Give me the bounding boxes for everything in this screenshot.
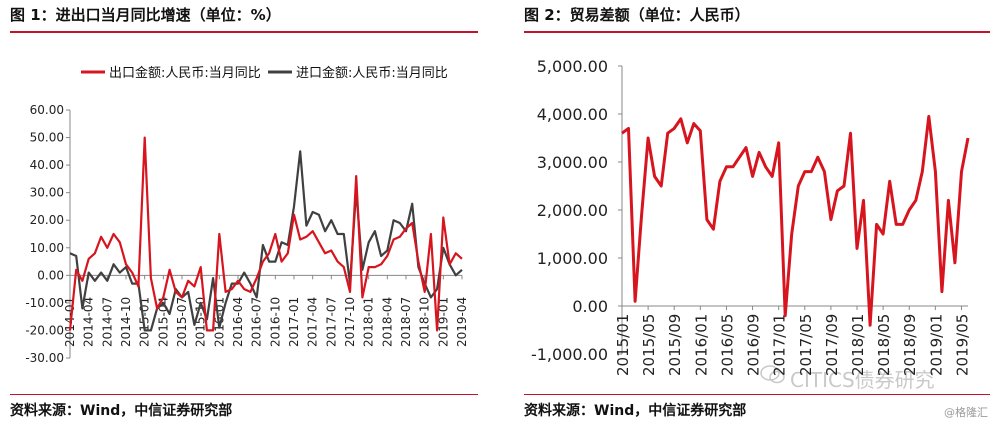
left-x-tick-label: 2017-01 [287, 297, 301, 347]
right-source-rule [524, 394, 990, 395]
right-y-tick-label: 2,000.00 [537, 201, 608, 220]
left-x-tick-label: 2016-04 [231, 297, 245, 347]
wechat-icon [760, 364, 786, 386]
left-x-tick-label: 2014-07 [100, 297, 114, 347]
left-legend-label: 出口金额:人民币:当月同比 [109, 65, 261, 81]
right-x-tick-label: 2015/01 [614, 314, 632, 376]
left-y-tick-label: 60.00 [30, 103, 64, 117]
left-x-tick-label: 2016-07 [250, 297, 264, 347]
left-y-tick-label: 50.00 [30, 131, 64, 145]
left-x-tick-label: 2014-10 [119, 297, 133, 347]
left-x-tick-label: 2018-10 [418, 297, 432, 347]
right-y-tick-label: 5,000.00 [537, 57, 608, 76]
right-chart-title: 图 2：贸易差额（单位：人民币） [524, 6, 750, 24]
right-x-tick-label: 2016/05 [718, 314, 736, 376]
right-x-tick-label: 2018/05 [875, 314, 893, 376]
right-x-tick-label: 2016/01 [692, 314, 710, 376]
right-y-tick-label: 1,000.00 [537, 249, 608, 268]
watermark-text: CITICS债券研究 [790, 368, 935, 392]
right-x-tick-label: 2019/05 [953, 314, 971, 376]
left-chart-title: 图 1：进出口当月同比增速（单位：%） [10, 6, 281, 24]
right-x-tick-label: 2016/09 [745, 314, 763, 376]
right-x-tick-label: 2015/05 [640, 314, 658, 376]
watermark-small: @格隆汇 [944, 406, 988, 419]
right-y-tick-label: 3,000.00 [537, 153, 608, 172]
left-x-tick-label: 2017-10 [343, 297, 357, 347]
left-y-tick-label: 40.00 [30, 158, 64, 172]
left-y-tick-label: -20.00 [25, 323, 64, 337]
right-x-tick-label: 2017/05 [797, 314, 815, 376]
right-x-tick-label: 2017/09 [823, 314, 841, 376]
right-x-tick-label: 2017/01 [771, 314, 789, 376]
left-x-tick-label: 2019-01 [436, 297, 450, 347]
left-y-tick-label: -10.00 [25, 296, 64, 310]
right-x-tick-label: 2018/01 [849, 314, 867, 376]
right-x-tick-label: 2015/09 [666, 314, 684, 376]
right-y-tick-label: 4,000.00 [537, 105, 608, 124]
left-x-tick-label: 2018-04 [380, 297, 394, 347]
right-y-tick-label: -1,000.00 [531, 345, 608, 364]
left-x-tick-label: 2014-04 [82, 297, 96, 347]
left-x-tick-label: 2018-01 [362, 297, 376, 347]
left-x-tick-label: 2016-10 [268, 297, 282, 347]
left-source-rule [10, 394, 478, 395]
right-y-tick-label: 0.00 [572, 297, 608, 316]
left-series-line-imports [69, 150, 463, 332]
left-y-tick-label: 20.00 [30, 213, 64, 227]
right-x-tick-label: 2019/01 [927, 314, 945, 376]
right-series-line-trade-balance [621, 114, 970, 327]
right-source-note: 资料来源：Wind，中信证券研究部 [524, 403, 747, 419]
left-x-tick-label: 2019-04 [455, 297, 469, 347]
right-title-rule [524, 31, 990, 33]
left-y-tick-label: 0.00 [37, 268, 64, 282]
left-title-rule [10, 31, 478, 33]
left-x-tick-label: 2015-07 [175, 297, 189, 347]
left-legend-label: 进口金额:人民币:当月同比 [296, 65, 448, 81]
left-y-tick-label: 30.00 [30, 186, 64, 200]
left-x-tick-label: 2017-04 [306, 297, 320, 347]
left-source-note: 资料来源：Wind，中信证券研究部 [10, 403, 233, 419]
left-x-tick-label: 2018-07 [399, 297, 413, 347]
left-y-tick-label: 10.00 [30, 241, 64, 255]
left-series-line-exports [68, 136, 463, 332]
left-x-tick-label: 2017-07 [324, 297, 338, 347]
left-y-tick-label: -30.00 [25, 351, 64, 365]
right-x-tick-label: 2018/09 [901, 314, 919, 376]
